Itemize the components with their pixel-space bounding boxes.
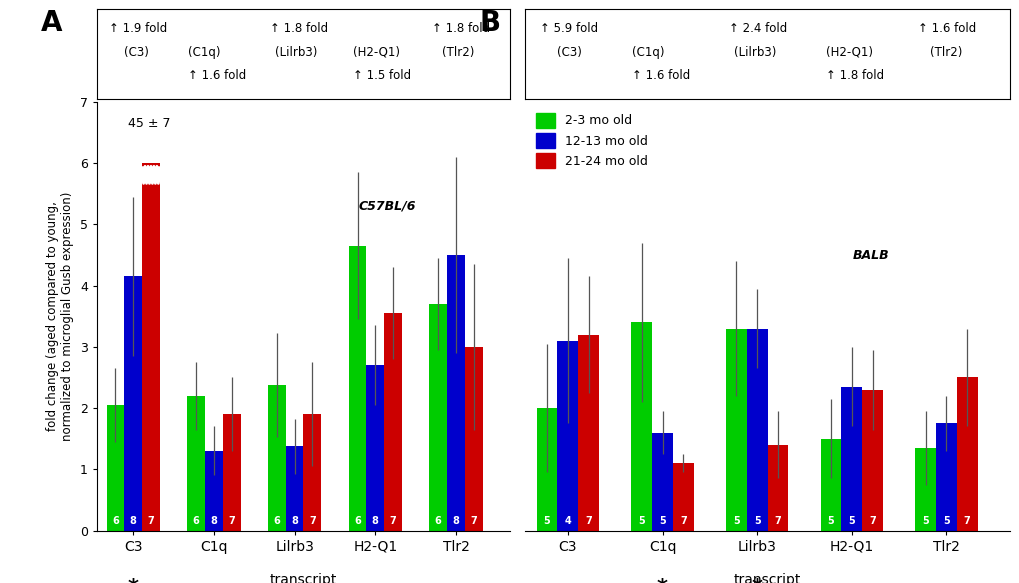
Text: 5: 5 (848, 516, 854, 526)
Text: (C3): (C3) (556, 45, 581, 59)
Text: 6: 6 (434, 516, 441, 526)
Text: BALB: BALB (852, 248, 889, 262)
Bar (124, 276, 142, 531)
Text: 5: 5 (753, 516, 760, 526)
Text: ↑ 1.6 fold: ↑ 1.6 fold (917, 22, 975, 35)
Text: ↑ 1.9 fold: ↑ 1.9 fold (109, 22, 167, 35)
Text: ↑ 1.8 fold: ↑ 1.8 fold (270, 22, 328, 35)
Text: (Tlr2): (Tlr2) (441, 45, 474, 59)
Bar (268, 385, 285, 531)
Text: 7: 7 (389, 516, 396, 526)
Text: 4: 4 (564, 516, 571, 526)
Text: (Tlr2): (Tlr2) (929, 45, 961, 59)
Bar (819, 439, 841, 531)
Text: (C1q): (C1q) (632, 45, 663, 59)
Text: 6: 6 (112, 516, 119, 526)
Bar (651, 433, 673, 531)
Text: ↑ 5.9 fold: ↑ 5.9 fold (539, 22, 597, 35)
Bar (631, 322, 651, 531)
Bar (841, 387, 861, 531)
Text: (C3): (C3) (123, 45, 149, 59)
Text: 5: 5 (921, 516, 928, 526)
Text: 7: 7 (963, 516, 970, 526)
Bar (285, 446, 304, 531)
Bar (861, 390, 882, 531)
Bar (222, 414, 240, 531)
Text: *: * (127, 578, 139, 583)
Text: 7: 7 (148, 516, 154, 526)
Text: 7: 7 (309, 516, 316, 526)
Text: 6: 6 (354, 516, 361, 526)
X-axis label: transcript: transcript (269, 573, 337, 583)
Text: (C1q): (C1q) (187, 45, 220, 59)
Legend: 2-3 mo old, 12-13 mo old, 21-24 mo old: 2-3 mo old, 12-13 mo old, 21-24 mo old (536, 113, 647, 168)
Text: 7: 7 (228, 516, 234, 526)
Text: B: B (479, 9, 500, 37)
Text: ↑ 2.4 fold: ↑ 2.4 fold (729, 22, 787, 35)
Text: 7: 7 (470, 516, 477, 526)
Text: ↑ 1.6 fold: ↑ 1.6 fold (187, 69, 246, 82)
Bar (935, 423, 956, 531)
Bar (673, 463, 693, 531)
Text: 8: 8 (129, 516, 137, 526)
Bar (187, 396, 205, 531)
Text: 8: 8 (210, 516, 217, 526)
Bar (767, 445, 788, 531)
Bar (726, 329, 746, 531)
Text: 7: 7 (585, 516, 591, 526)
Text: *: * (656, 578, 667, 583)
Bar (465, 347, 482, 531)
Text: ↑ 1.6 fold: ↑ 1.6 fold (632, 69, 690, 82)
Bar (578, 335, 598, 531)
Text: C57BL/6: C57BL/6 (359, 199, 416, 213)
Bar (914, 448, 935, 531)
Text: (H2-Q1): (H2-Q1) (353, 45, 399, 59)
Text: 8: 8 (372, 516, 378, 526)
Bar (746, 329, 767, 531)
Text: 45 ± 7: 45 ± 7 (127, 117, 170, 129)
Y-axis label: fold change (aged compared to young,
normalized to microglial Gusb expression): fold change (aged compared to young, nor… (46, 192, 74, 441)
Text: 5: 5 (943, 516, 949, 526)
Text: ↑ 1.5 fold: ↑ 1.5 fold (353, 69, 411, 82)
Text: 7: 7 (868, 516, 875, 526)
Bar (366, 365, 384, 531)
Text: 5: 5 (638, 516, 644, 526)
Bar (142, 163, 160, 531)
Bar (304, 414, 321, 531)
Text: 7: 7 (680, 516, 686, 526)
Bar (956, 378, 976, 531)
Text: 7: 7 (773, 516, 781, 526)
Text: 8: 8 (290, 516, 298, 526)
Text: 8: 8 (452, 516, 459, 526)
Bar (106, 405, 124, 531)
Bar (557, 340, 578, 531)
Bar (384, 313, 401, 531)
Bar (348, 246, 366, 531)
Text: (Lilrb3): (Lilrb3) (274, 45, 317, 59)
Text: 6: 6 (273, 516, 280, 526)
Text: 5: 5 (658, 516, 665, 526)
Text: *: * (751, 578, 762, 583)
Text: (Lilrb3): (Lilrb3) (733, 45, 775, 59)
Bar (536, 408, 557, 531)
Text: 5: 5 (826, 516, 834, 526)
Text: ↑ 1.8 fold: ↑ 1.8 fold (431, 22, 489, 35)
Bar (429, 304, 446, 531)
Text: A: A (41, 9, 62, 37)
Text: (H2-Q1): (H2-Q1) (825, 45, 872, 59)
Text: 5: 5 (543, 516, 550, 526)
Text: 6: 6 (193, 516, 200, 526)
Text: 5: 5 (733, 516, 739, 526)
Bar (205, 451, 222, 531)
Text: ↑ 1.8 fold: ↑ 1.8 fold (825, 69, 882, 82)
Bar (446, 255, 465, 531)
X-axis label: transcript: transcript (733, 573, 801, 583)
